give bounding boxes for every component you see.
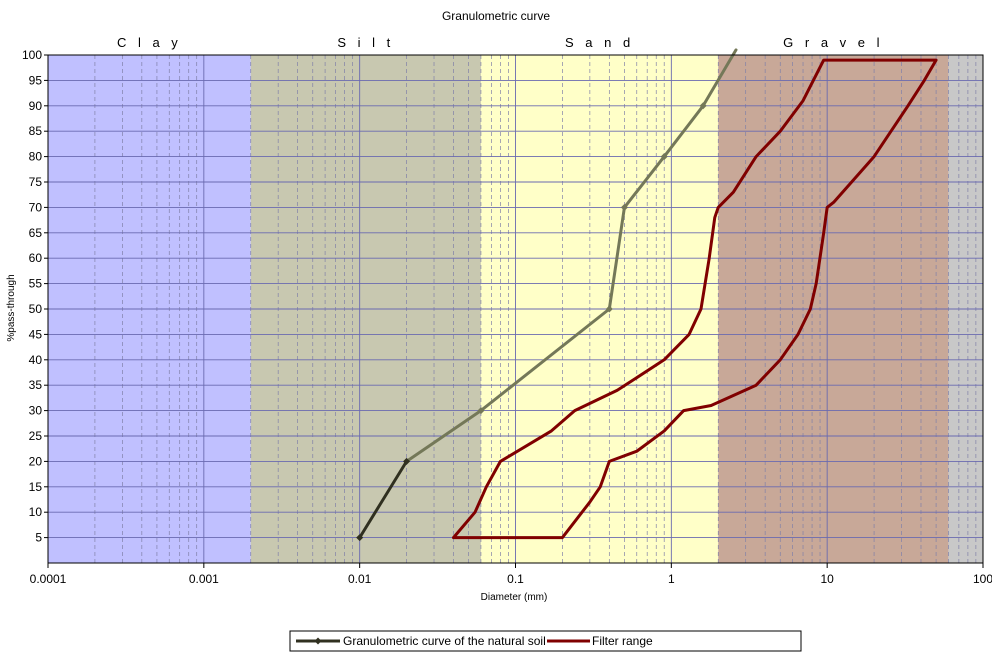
y-tick-label: 100 (22, 48, 42, 62)
y-tick-label: 50 (29, 302, 43, 316)
series-natural-soil-segment (607, 205, 626, 311)
x-axis-label: Diameter (mm) (481, 592, 548, 603)
grid-lines (47, 54, 984, 563)
zone-label: G r a v e l (783, 35, 883, 50)
chart-title: Granulometric curve (442, 9, 550, 23)
y-tick-label: 85 (29, 124, 43, 138)
zone-label: C l a y (117, 35, 182, 50)
data-series (356, 48, 938, 542)
data-point (477, 407, 485, 415)
x-tick-label: 100 (973, 572, 992, 586)
y-tick-label: 45 (29, 327, 43, 341)
legend-marker (314, 637, 322, 645)
y-tick-label: 90 (29, 99, 43, 113)
y-tick-label: 25 (29, 429, 43, 443)
legend: Granulometric curve of the natural soil F… (289, 630, 802, 652)
legend-label-natural-soil: Granulometric curve of the natural soil (343, 634, 546, 648)
series-natural-soil-segment (662, 104, 705, 159)
series-natural-soil-segment (622, 155, 666, 209)
y-tick-label: 30 (29, 404, 43, 418)
x-tick-label: 1 (668, 572, 675, 586)
y-axis-label: %pass-through (6, 274, 17, 341)
y-tick-label: 10 (29, 505, 43, 519)
x-tick-label: 0.01 (348, 572, 372, 586)
x-tick-label: 0.1 (507, 572, 524, 586)
data-point (356, 534, 364, 542)
legend-box (289, 630, 802, 652)
x-tick-label: 10 (820, 572, 834, 586)
zone-label: S a n d (565, 35, 634, 50)
y-tick-label: 55 (29, 277, 43, 291)
x-tick-label: 0.0001 (30, 572, 67, 586)
y-tick-label: 70 (29, 200, 43, 214)
axes: 0.0001 0.001 0.01 0.1 1 10 100 5 10 15 20 25 30 35 40 4… (22, 48, 992, 586)
data-point (620, 203, 628, 211)
series-filter-range (451, 58, 938, 540)
series-natural-soil-segment (405, 409, 483, 463)
series-natural-soil-segment (479, 307, 611, 413)
y-tick-label: 65 (29, 226, 43, 240)
data-point (699, 102, 707, 110)
y-tick-label: 95 (29, 73, 43, 87)
legend-label-filter-range: Filter range (592, 634, 653, 648)
y-tick-label: 75 (29, 175, 43, 189)
y-tick-label: 80 (29, 150, 43, 164)
series-natural-soil-segment (701, 48, 738, 108)
zone-label: S i l t (337, 35, 394, 50)
y-tick-label: 35 (29, 378, 43, 392)
y-tick-label: 20 (29, 454, 43, 468)
x-tick-label: 0.001 (189, 572, 219, 586)
data-point (660, 153, 668, 161)
series-natural-soil-segment (358, 459, 409, 540)
data-point (605, 305, 613, 313)
y-tick-label: 15 (29, 480, 43, 494)
data-point (403, 457, 411, 465)
y-tick-label: 5 (35, 531, 42, 545)
y-tick-label: 60 (29, 251, 43, 265)
y-tick-label: 40 (29, 353, 43, 367)
